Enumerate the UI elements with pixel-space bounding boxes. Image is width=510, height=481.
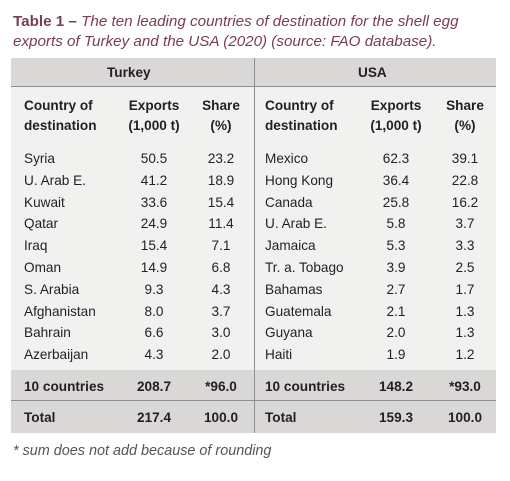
country-cell: Qatar: [24, 216, 58, 232]
header-share: Share (%): [446, 98, 484, 133]
country-cell: Afghanistan: [24, 303, 96, 319]
ten-countries-share: *93.0: [449, 379, 481, 394]
country-cell: S. Arabia: [24, 281, 80, 297]
header-exports: Exports (1,000 t): [370, 98, 422, 133]
country-cell: Iraq: [24, 238, 48, 254]
data-table: Turkey USA Country of destination Export…: [11, 58, 496, 433]
exports-cell: 3.9: [386, 260, 406, 275]
share-cell: 4.3: [211, 281, 231, 297]
country-cell: Bahamas: [265, 281, 323, 297]
exports-cell: 2.0: [386, 325, 406, 341]
country-cell: Guatemala: [265, 303, 332, 319]
share-cell: 11.4: [208, 216, 234, 232]
ten-countries-band: [11, 370, 496, 400]
header-share: Share (%): [202, 98, 240, 133]
share-cell: 2.0: [211, 347, 231, 363]
country-cell: Azerbaijan: [24, 347, 89, 363]
ten-countries-label: 10 countries: [24, 379, 105, 394]
exports-cell: 9.3: [144, 281, 164, 297]
caption-text: The ten leading countries of destination…: [13, 13, 459, 50]
share-cell: 3.7: [211, 303, 231, 319]
exports-cell: 5.3: [386, 238, 406, 254]
country-cell: Syria: [24, 151, 55, 166]
caption-label: Table 1 –: [13, 13, 77, 30]
total-share: 100.0: [203, 410, 239, 425]
table-caption: Table 1 – The ten leading countries of d…: [13, 12, 501, 51]
group-usa: USA: [358, 65, 387, 80]
share-cell: 1.3: [455, 325, 475, 341]
header-country: Country of destination: [265, 98, 338, 133]
share-cell: 3.0: [211, 325, 231, 341]
group-turkey: Turkey: [107, 65, 151, 80]
country-cell: U. Arab E.: [265, 216, 327, 232]
ten-countries-exports: 208.7: [136, 379, 172, 394]
exports-cell: 1.9: [386, 347, 406, 363]
share-cell: 3.3: [455, 238, 475, 254]
exports-cell: 24.9: [140, 216, 168, 232]
share-cell: 2.5: [455, 260, 475, 275]
header-exports: Exports (1,000 t): [128, 98, 180, 133]
exports-cell: 36.4: [382, 172, 410, 188]
exports-cell: 15.4: [140, 238, 168, 254]
share-cell: 7.1: [211, 238, 231, 254]
country-cell: Mexico: [265, 151, 309, 166]
group-header-band: [11, 58, 496, 86]
country-cell: Hong Kong: [265, 172, 334, 188]
total-band: [11, 401, 496, 433]
share-cell: 39.1: [451, 151, 479, 166]
share-cell: 1.7: [455, 281, 475, 297]
total-rule: [11, 400, 496, 401]
country-cell: Kuwait: [24, 194, 65, 210]
exports-cell: 2.1: [386, 303, 406, 319]
country-cell: Bahrain: [24, 325, 71, 341]
ten-countries-share: *96.0: [205, 379, 237, 394]
exports-cell: 50.5: [140, 151, 168, 166]
header-rule: [11, 86, 496, 87]
country-cell: Haiti: [265, 347, 293, 363]
header-country: Country of destination: [24, 98, 97, 133]
exports-cell: 8.0: [144, 303, 164, 319]
exports-cell: 6.6: [144, 325, 164, 341]
exports-cell: 4.3: [144, 347, 164, 363]
total-exports: 159.3: [378, 410, 414, 425]
share-cell: 18.9: [207, 172, 235, 188]
footnote: * sum does not add because of rounding: [13, 443, 272, 459]
exports-cell: 41.2: [140, 172, 168, 188]
country-divider: [254, 58, 255, 433]
total-label: Total: [265, 410, 297, 425]
share-cell: 22.8: [451, 172, 479, 188]
exports-cell: 14.9: [140, 260, 168, 275]
exports-cell: 2.7: [386, 281, 406, 297]
share-cell: 16.2: [451, 194, 479, 210]
country-cell: Canada: [265, 194, 313, 210]
exports-cell: 33.6: [140, 194, 168, 210]
total-exports: 217.4: [136, 410, 172, 425]
share-cell: 23.2: [207, 151, 235, 166]
total-label: Total: [24, 410, 56, 425]
share-cell: 6.8: [211, 260, 231, 275]
share-cell: 1.2: [455, 347, 475, 363]
exports-cell: 62.3: [382, 151, 410, 166]
exports-cell: 5.8: [386, 216, 406, 232]
share-cell: 1.3: [455, 303, 475, 319]
share-cell: 3.7: [455, 216, 475, 232]
ten-countries-exports: 148.2: [378, 379, 414, 394]
total-share: 100.0: [447, 410, 483, 425]
country-cell: U. Arab E.: [24, 172, 86, 188]
ten-countries-label: 10 countries: [265, 379, 346, 394]
country-cell: Guyana: [265, 325, 313, 341]
share-cell: 15.4: [207, 194, 235, 210]
country-cell: Jamaica: [265, 238, 316, 254]
country-cell: Tr. a. Tobago: [265, 260, 344, 275]
country-cell: Oman: [24, 260, 62, 275]
exports-cell: 25.8: [382, 194, 410, 210]
